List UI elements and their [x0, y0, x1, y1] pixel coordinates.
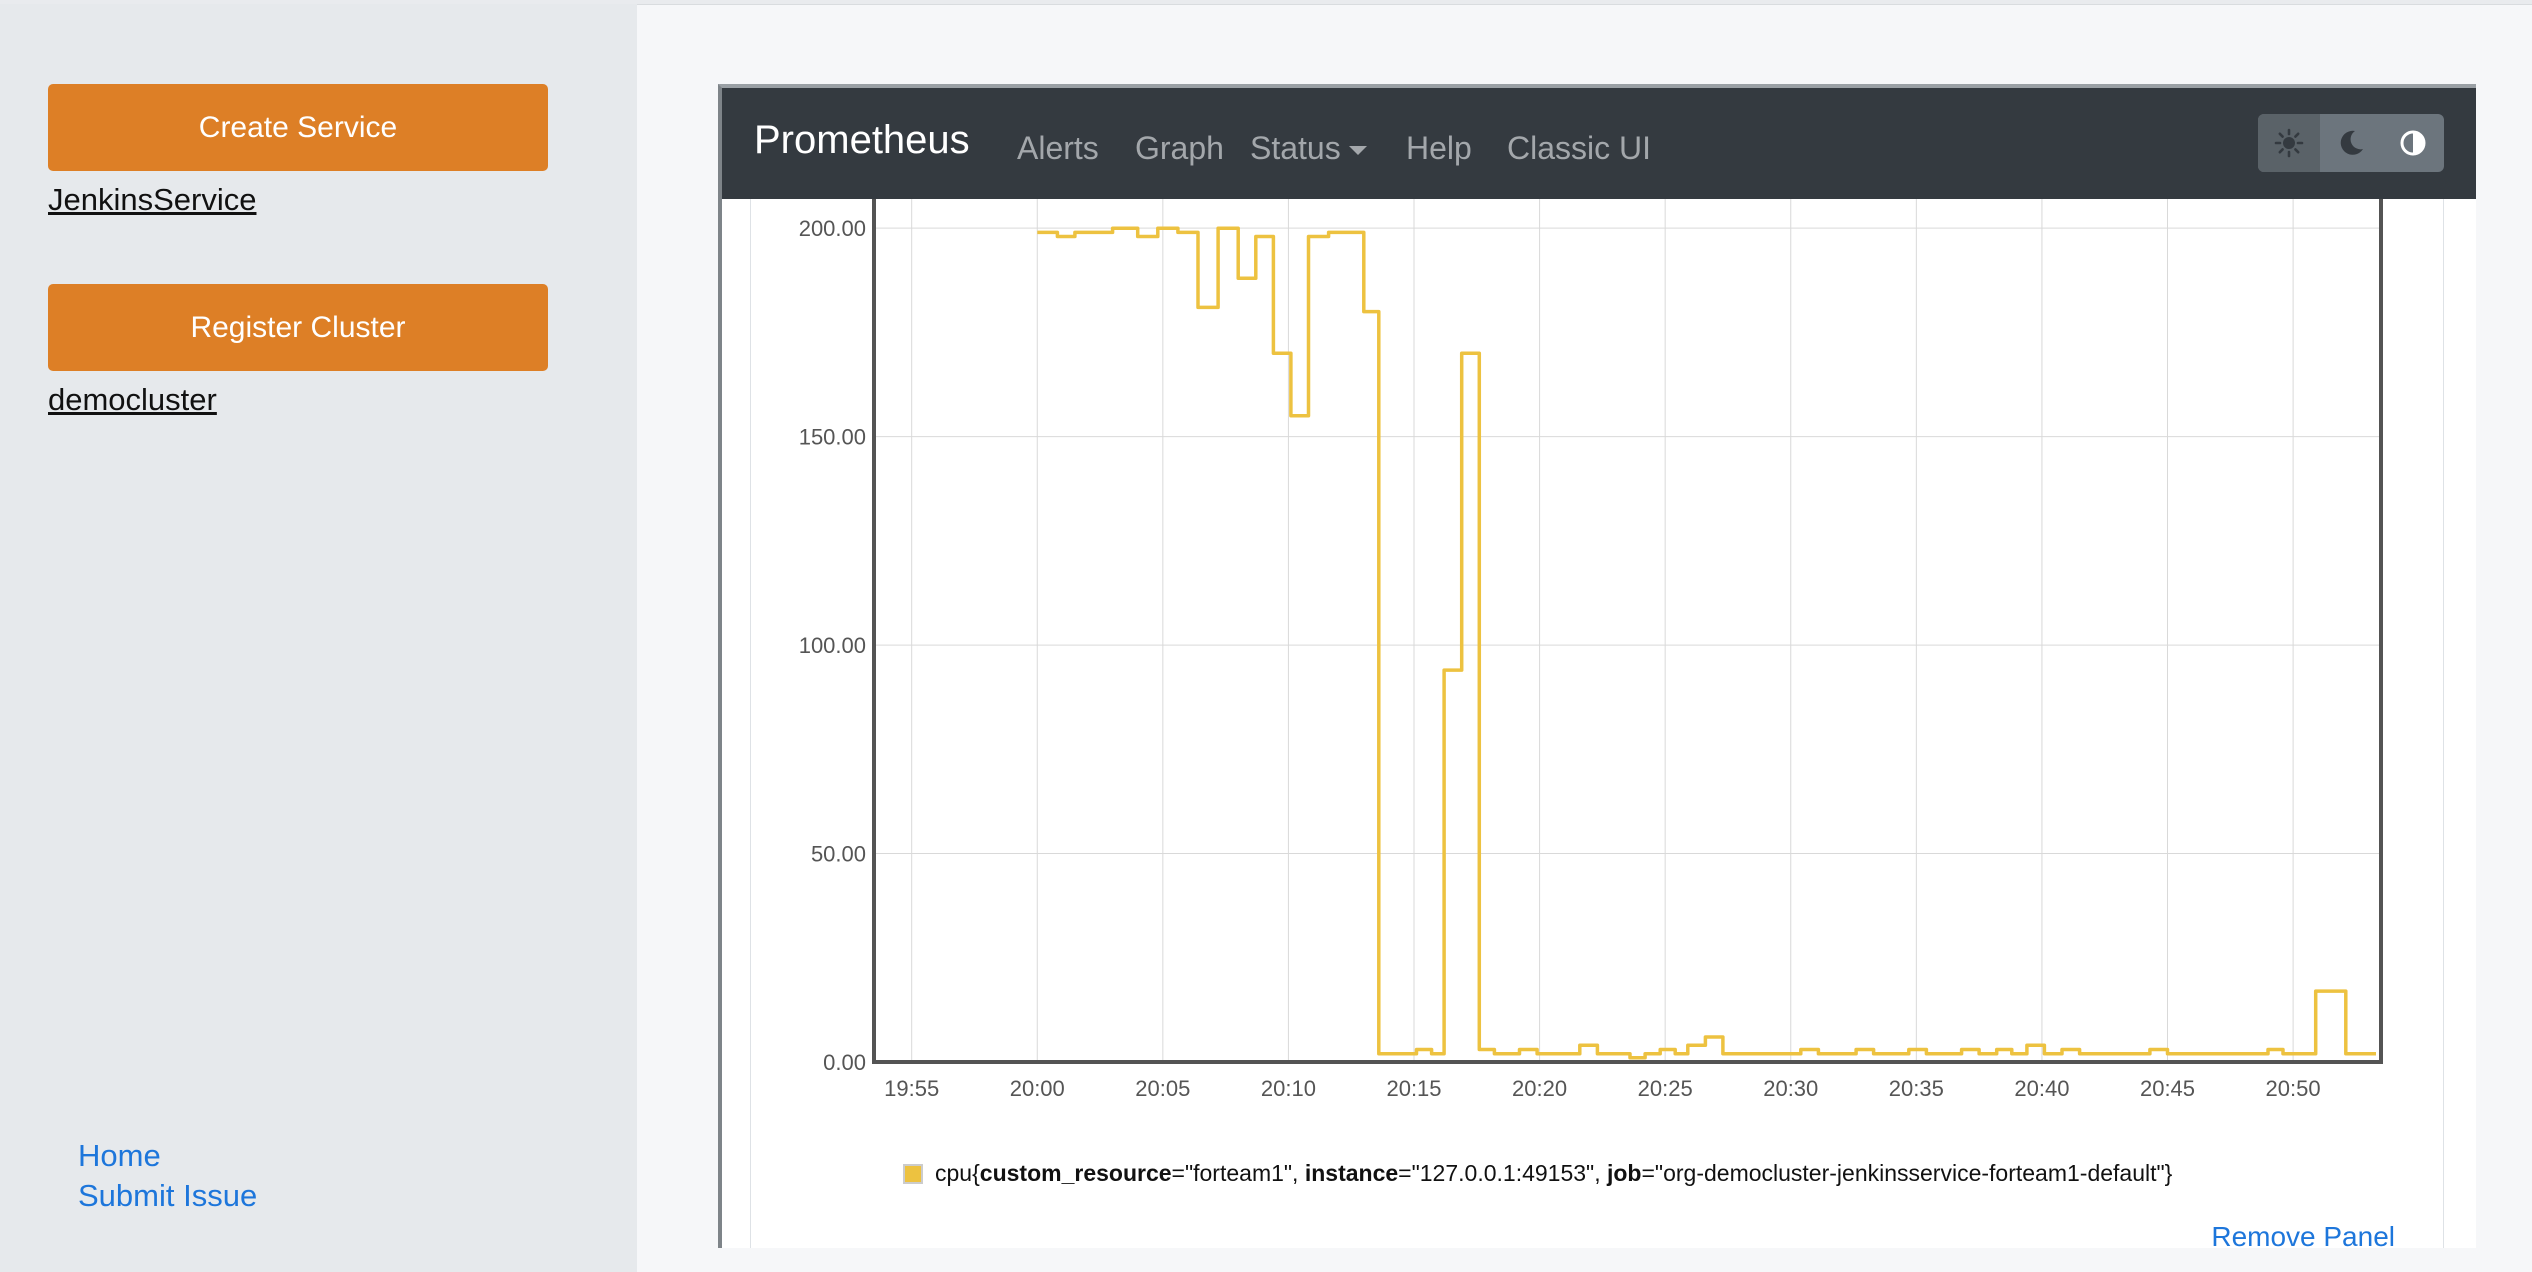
chevron-down-icon	[1348, 146, 1367, 156]
legend-metric: cpu	[935, 1160, 973, 1186]
legend-swatch	[903, 1163, 923, 1184]
nav-graph[interactable]: Graph	[1135, 130, 1224, 166]
x-tick-label: 19:55	[884, 1076, 939, 1101]
prometheus-frame: Prometheus Alerts Graph Status Help Clas…	[718, 84, 2476, 1248]
create-service-button[interactable]: Create Service	[48, 84, 548, 171]
nav-help[interactable]: Help	[1406, 130, 1472, 166]
legend-label1-value: ="forteam1",	[1171, 1160, 1305, 1186]
legend-label3-value: ="org-democluster-jenkinsservice-forteam…	[1641, 1160, 2165, 1186]
legend-label3-key: job	[1606, 1160, 1642, 1186]
prometheus-navbar: Prometheus Alerts Graph Status Help Clas…	[722, 88, 2476, 199]
x-tick-label: 20:10	[1261, 1076, 1316, 1101]
x-tick-label: 20:05	[1135, 1076, 1190, 1101]
x-tick-label: 20:45	[2140, 1076, 2195, 1101]
x-tick-label: 20:20	[1512, 1076, 1567, 1101]
theme-toggle-group	[2258, 114, 2444, 172]
graph-panel: 19:55 20:00 20:05 20:10 20:15 20:20 20:25 20:30…	[750, 199, 2444, 1248]
legend-open-brace: {	[972, 1160, 980, 1186]
x-tick-label: 20:30	[1763, 1076, 1818, 1101]
nav-alerts[interactable]: Alerts	[1017, 130, 1099, 166]
jenkins-service-link[interactable]: JenkinsService	[48, 182, 257, 217]
contrast-icon	[2400, 130, 2426, 156]
y-tick-label: 100.00	[799, 633, 866, 658]
remove-panel-link[interactable]: Remove Panel	[2211, 1221, 2395, 1248]
legend-label2-value: ="127.0.0.1:49153",	[1398, 1160, 1607, 1186]
cpu-series-line	[1037, 226, 2376, 1060]
sun-icon	[2274, 128, 2304, 158]
y-tick-label: 0.00	[823, 1050, 866, 1075]
legend-label2-key: instance	[1304, 1160, 1399, 1186]
x-tick-label: 20:50	[2266, 1076, 2321, 1101]
nav-status-label: Status	[1250, 130, 1341, 166]
plot-frame	[872, 199, 2383, 1064]
legend-label1-key: custom_resource	[979, 1160, 1172, 1186]
nav-classic-ui[interactable]: Classic UI	[1507, 130, 1652, 166]
submit-issue-link[interactable]: Submit Issue	[78, 1178, 258, 1213]
democluster-link[interactable]: democluster	[48, 382, 217, 417]
moon-icon	[2340, 130, 2363, 155]
theme-light-button[interactable]	[2258, 114, 2320, 172]
legend-close-brace: }	[2164, 1160, 2173, 1186]
y-tick-label: 150.00	[799, 425, 866, 450]
home-link[interactable]: Home	[78, 1138, 161, 1173]
cpu-graph[interactable]: 19:55 20:00 20:05 20:10 20:15 20:20 20:25 20:30…	[751, 199, 2443, 1139]
top-border	[0, 0, 2532, 5]
theme-dark-button[interactable]	[2320, 114, 2382, 172]
x-tick-label: 20:15	[1386, 1076, 1441, 1101]
y-tick-label: 50.00	[811, 842, 866, 867]
nav-status[interactable]: Status	[1250, 130, 1367, 167]
x-tick-label: 20:35	[1889, 1076, 1944, 1101]
graph-legend[interactable]: cpu{custom_resource ="forteam1", instance…	[903, 1160, 2172, 1187]
sidebar: Create Service JenkinsService Register C…	[0, 4, 637, 1272]
y-tick-label: 200.00	[799, 216, 866, 241]
x-tick-label: 20:40	[2014, 1076, 2069, 1101]
theme-auto-button[interactable]	[2382, 114, 2444, 172]
prometheus-brand[interactable]: Prometheus	[754, 118, 970, 162]
x-tick-label: 20:25	[1638, 1076, 1693, 1101]
register-cluster-button[interactable]: Register Cluster	[48, 284, 548, 371]
x-tick-label: 20:00	[1010, 1076, 1065, 1101]
